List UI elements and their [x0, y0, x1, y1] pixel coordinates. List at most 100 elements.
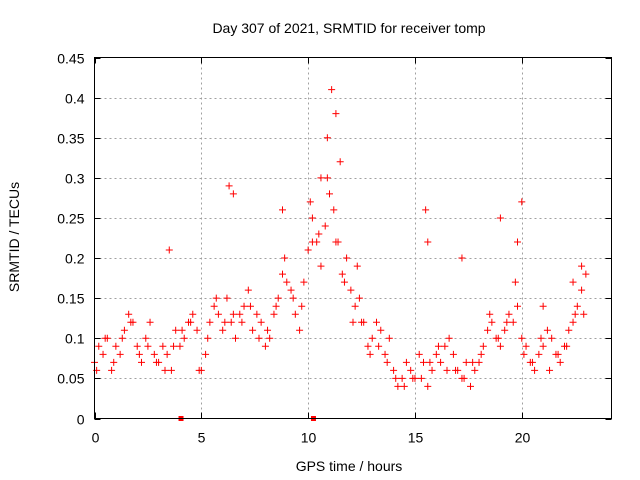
data-point	[518, 198, 526, 206]
data-point	[364, 342, 372, 350]
y-tick-labels: 0 0.05 0.1 0.15 0.2 0.25 0.3 0.35 0.4 0.45	[57, 51, 84, 428]
y-tick-label: 0.05	[57, 371, 84, 387]
data-point	[308, 238, 316, 246]
data-point	[385, 334, 393, 342]
data-point	[426, 358, 434, 366]
data-point	[539, 302, 547, 310]
data-point	[229, 310, 237, 318]
data-point	[219, 326, 227, 334]
data-point	[240, 302, 248, 310]
data-point	[214, 310, 222, 318]
data-point	[443, 366, 451, 374]
data-point	[573, 302, 581, 310]
data-point	[368, 334, 376, 342]
y-tick-label: 0	[77, 412, 85, 428]
data-point	[308, 214, 316, 222]
data-point	[415, 350, 423, 358]
y-tick-label: 0.2	[65, 251, 85, 267]
data-point	[232, 334, 239, 342]
x-tick-label: 15	[408, 430, 424, 446]
data-point	[236, 310, 244, 318]
data-point	[187, 318, 195, 326]
data-point	[522, 342, 530, 350]
data-point	[563, 342, 571, 350]
data-point	[578, 262, 586, 270]
y-tick-label: 0.15	[57, 291, 84, 307]
data-point	[120, 326, 128, 334]
data-point	[246, 302, 254, 310]
data-point	[569, 318, 577, 326]
data-point	[578, 286, 586, 294]
data-point	[133, 342, 141, 350]
data-point	[225, 182, 233, 190]
data-point	[210, 302, 218, 310]
data-point	[146, 318, 154, 326]
data-point	[351, 302, 359, 310]
data-point	[249, 326, 257, 334]
data-point	[272, 302, 280, 310]
data-point	[127, 318, 135, 326]
data-point	[101, 334, 109, 342]
data-point	[471, 366, 479, 374]
data-point	[520, 350, 528, 358]
data-point	[449, 350, 457, 358]
data-point	[142, 334, 150, 342]
data-point	[95, 342, 103, 350]
data-point	[296, 326, 304, 334]
data-point	[223, 294, 231, 302]
data-point	[537, 334, 545, 342]
data-point	[108, 366, 116, 374]
data-point	[125, 310, 133, 318]
data-point	[511, 278, 519, 286]
data-point	[452, 366, 460, 374]
data-point	[343, 254, 351, 262]
data-point	[543, 326, 551, 334]
data-point	[206, 318, 214, 326]
data-point	[394, 382, 402, 390]
data-point	[116, 350, 124, 358]
data-point	[556, 358, 564, 366]
x-tick-label: 5	[198, 430, 206, 446]
data-point	[257, 318, 265, 326]
data-point	[163, 350, 171, 358]
data-point	[287, 286, 295, 294]
data-point	[437, 358, 445, 366]
data-point	[99, 350, 107, 358]
data-point	[434, 342, 442, 350]
data-point	[349, 318, 357, 326]
data-point	[170, 342, 178, 350]
data-point	[112, 342, 120, 350]
data-point	[467, 382, 474, 390]
data-point	[569, 278, 577, 286]
data-point	[475, 358, 483, 366]
y-tick-label: 0.35	[57, 131, 84, 147]
data-point	[300, 278, 308, 286]
data-point	[373, 318, 380, 326]
data-point	[332, 238, 340, 246]
data-point	[202, 350, 210, 358]
y-tick-label: 0.3	[65, 171, 85, 187]
data-point	[503, 318, 511, 326]
data-point	[118, 334, 126, 342]
data-point	[400, 382, 408, 390]
data-point	[229, 190, 237, 198]
data-point	[514, 302, 521, 310]
data-point	[582, 270, 590, 278]
plot-frame	[94, 57, 612, 419]
axis-ticks	[94, 57, 612, 420]
data-point	[458, 254, 466, 262]
data-point	[486, 310, 494, 318]
data-point	[193, 326, 201, 334]
data-point	[407, 366, 415, 374]
data-point	[253, 310, 261, 318]
data-point	[289, 294, 297, 302]
y-axis-label: SRMTID / TECUs	[6, 182, 22, 292]
data-point	[548, 334, 556, 342]
data-point	[150, 350, 158, 358]
data-point	[514, 238, 521, 246]
data-points	[91, 86, 590, 421]
data-point	[159, 342, 167, 350]
data-point	[338, 270, 346, 278]
data-point	[283, 278, 291, 286]
